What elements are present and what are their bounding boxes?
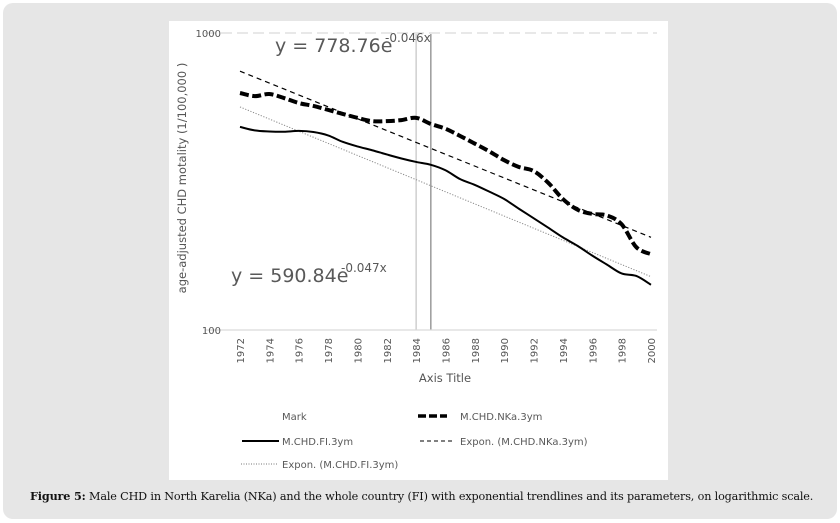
- x-tick-label: 1986: [442, 338, 453, 363]
- legend-label: Expon. (M.CHD.FI.3ym): [282, 460, 398, 471]
- axes: 100 1000 1972 1974 1976 1978 1980 1982 1984 1986 1…: [196, 29, 658, 363]
- y-tick-label: 1000: [196, 29, 221, 40]
- legend-label: M.CHD.FI.3ym: [282, 437, 353, 448]
- figure-caption: Figure 5: Male CHD in North Karelia (NKa…: [30, 489, 813, 503]
- x-tick-label: 1972: [236, 338, 247, 363]
- figure-caption-text: Male CHD in North Karelia (NKa) and the …: [85, 490, 814, 503]
- x-tick-label: 1988: [471, 338, 482, 363]
- x-tick-label: 1990: [500, 338, 511, 363]
- series-lines: [239, 70, 652, 286]
- series-line-expon-m-chd-fi-3ym-: [239, 106, 652, 278]
- legend-entry-expon-nka: Expon. (M.CHD.NKa.3ym): [420, 437, 588, 448]
- series-line-m-chd-fi-3ym: [239, 125, 652, 286]
- series-line-expon-m-chd-nka-3ym-: [239, 70, 652, 238]
- legend-entry-expon-fi: Expon. (M.CHD.FI.3ym): [241, 460, 398, 471]
- x-tick-label: 1982: [383, 338, 394, 363]
- legend-entry-nka: M.CHD.NKa.3ym: [418, 412, 542, 423]
- y-axis-title: age-adjusted CHD motality (1/100,000 ): [175, 63, 189, 294]
- x-axis-title: Axis Title: [419, 371, 471, 385]
- x-tick-label: 1974: [265, 338, 276, 363]
- x-tick-label: 1980: [353, 338, 364, 363]
- equation-fi-base: y = 590.84e: [231, 265, 348, 287]
- legend-entry-fi: M.CHD.FI.3ym: [242, 437, 353, 448]
- x-tick-label: 2000: [647, 338, 658, 363]
- legend-label: M.CHD.NKa.3ym: [460, 412, 542, 423]
- x-tick-label: 1994: [559, 338, 570, 363]
- equation-nka-exponent: -0.046x: [385, 31, 431, 45]
- x-tick-label: 1996: [588, 338, 599, 363]
- x-tick-label: 1984: [412, 338, 423, 363]
- legend-label: Mark: [282, 412, 307, 423]
- legend: Mark M.CHD.NKa.3ym M.CHD.FI.3ym Expon. (…: [241, 412, 588, 471]
- x-tick-label: 1992: [530, 338, 541, 363]
- equation-fi-exponent: -0.047x: [341, 261, 387, 275]
- x-tick-label: 1976: [295, 338, 306, 363]
- equation-fi: y = 590.84e -0.047x: [231, 261, 387, 287]
- legend-label: Expon. (M.CHD.NKa.3ym): [460, 437, 588, 448]
- x-tick-label: 1998: [618, 338, 629, 363]
- equation-nka: y = 778.76e -0.046x: [275, 31, 431, 57]
- equation-nka-base: y = 778.76e: [275, 35, 392, 57]
- y-tick-label: 100: [202, 326, 221, 337]
- series-line-m-chd-nka-3ym: [239, 91, 652, 257]
- legend-entry-mark: Mark: [282, 412, 307, 423]
- x-tick-label: 1978: [324, 338, 335, 363]
- figure-caption-label: Figure 5:: [30, 489, 86, 503]
- vertical-marks: [415, 34, 432, 330]
